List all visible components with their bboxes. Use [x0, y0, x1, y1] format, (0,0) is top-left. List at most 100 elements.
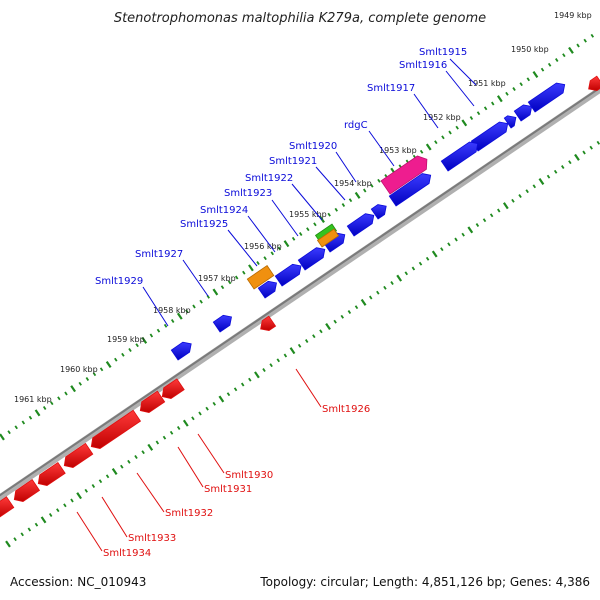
scale-tick-inner — [127, 459, 131, 464]
scale-tick-inner — [325, 322, 331, 331]
scale-tick-inner — [538, 177, 545, 186]
gene-smlt1920b[interactable] — [316, 228, 340, 248]
gene-smlt1935[interactable] — [13, 479, 41, 503]
gene-smlt1928[interactable] — [212, 314, 232, 333]
scale-tick-outer — [185, 309, 189, 314]
kbp-label-1959: 1959 kbp — [107, 335, 145, 344]
scale-tick-outer — [419, 149, 424, 154]
gene-label-smlt1921[interactable]: Smlt1921 — [269, 156, 317, 167]
scale-tick-outer — [99, 367, 104, 372]
gene-smlt1927[interactable] — [257, 280, 277, 299]
gene-label-smlt1920[interactable]: Smlt1920 — [289, 141, 337, 152]
gene-label-smlt1926[interactable]: Smlt1926 — [322, 404, 370, 415]
leader-smlt1916 — [445, 70, 475, 107]
scale-tick-inner — [70, 498, 74, 503]
scale-tick-inner — [589, 145, 593, 150]
scale-tick-inner — [56, 508, 60, 513]
gene-label-smlt1930[interactable]: Smlt1930 — [225, 470, 273, 481]
gene-label-smlt1924[interactable]: Smlt1924 — [200, 205, 248, 216]
gene-smlt1932[interactable] — [90, 409, 142, 450]
gene-label-smlt1922[interactable]: Smlt1922 — [245, 173, 293, 184]
accession-label: Accession: NC_010943 — [10, 575, 146, 589]
scale-tick-outer — [298, 232, 303, 236]
leader-smlt1924 — [247, 215, 276, 253]
gene-smlt1934[interactable] — [37, 461, 66, 487]
scale-tick-outer — [85, 377, 90, 381]
gene-smlt1926b[interactable] — [246, 265, 275, 290]
scale-tick-inner — [76, 492, 82, 500]
leader-smlt1931 — [177, 446, 204, 488]
scale-tick-inner — [5, 540, 11, 548]
gene-label-smlt1916[interactable]: Smlt1916 — [399, 60, 447, 71]
scale-tick-outer — [70, 385, 76, 393]
scale-tick-outer — [199, 299, 203, 304]
gene-label-smlt1929[interactable]: Smlt1929 — [95, 276, 143, 287]
leader-smlt1929 — [142, 286, 169, 327]
gene-label-smlt1915[interactable]: Smlt1915 — [419, 47, 467, 58]
scale-tick-inner — [134, 455, 138, 459]
scale-tick-inner — [347, 310, 352, 314]
scale-tick-outer — [28, 415, 33, 420]
scale-tick-outer — [313, 222, 317, 227]
scale-tick-inner — [561, 165, 565, 169]
gene-label-smlt1932[interactable]: Smlt1932 — [165, 508, 213, 519]
scale-tick-inner — [383, 285, 387, 290]
gene-label-smlt1934[interactable]: Smlt1934 — [103, 548, 151, 559]
scale-tick-inner — [240, 382, 245, 387]
gene-label-smlt1925[interactable]: Smlt1925 — [180, 219, 228, 230]
gene-smlt1918[interactable] — [380, 155, 428, 195]
scale-tick-outer — [34, 409, 41, 417]
scale-tick-inner — [312, 334, 316, 339]
gene-rdgc[interactable] — [440, 141, 479, 172]
gene-smlt1933[interactable] — [63, 442, 94, 469]
scale-tick-outer — [334, 207, 339, 212]
scale-tick-inner — [254, 371, 260, 379]
gene-label-smlt1933[interactable]: Smlt1933 — [128, 533, 176, 544]
scale-tick-inner — [198, 411, 202, 416]
gene-smlt1926[interactable] — [260, 315, 277, 332]
scale-tick-outer — [348, 198, 353, 203]
gene-smlt1931[interactable] — [139, 390, 166, 414]
genome-backbone — [0, 86, 600, 501]
scale-tick-outer — [354, 191, 361, 199]
scale-tick-outer — [327, 212, 331, 217]
scale-tick-outer — [7, 430, 11, 435]
scale-tick-outer — [455, 125, 459, 130]
scale-tick-outer — [505, 91, 509, 96]
kbp-label-1949: 1949 kbp — [554, 11, 592, 20]
gene-smlt1922[interactable] — [346, 213, 375, 237]
gene-label-rdgc[interactable]: rdgC — [344, 120, 368, 131]
scale-tick-outer — [441, 135, 445, 140]
gene-smlt1915[interactable] — [527, 82, 566, 113]
gene-smlt1936[interactable] — [0, 496, 15, 518]
scale-tick-outer — [532, 70, 539, 79]
leader-smlt1922 — [291, 183, 323, 221]
gene-label-smlt1923[interactable]: Smlt1923 — [224, 188, 272, 199]
scale-tick-outer — [128, 348, 132, 352]
gene-smlt1916[interactable] — [513, 104, 533, 122]
scale-tick-inner — [596, 140, 600, 145]
gene-smlt1929[interactable] — [170, 341, 192, 361]
scale-tick-inner — [289, 347, 296, 355]
gene-smlt1921[interactable] — [370, 204, 387, 220]
scale-tick-outer — [483, 106, 488, 111]
scale-tick-inner — [568, 160, 572, 165]
gene-label-smlt1917[interactable]: Smlt1917 — [367, 83, 415, 94]
gene-smlt1925[interactable] — [274, 263, 302, 287]
scale-tick-outer — [135, 343, 139, 348]
kbp-label-1958: 1958 kbp — [153, 306, 191, 315]
gene-smlt1917-part[interactable] — [503, 115, 517, 129]
gene-label-smlt1927[interactable]: Smlt1927 — [135, 249, 183, 260]
inner-scale-ticks — [5, 140, 600, 548]
gene-smlt1920[interactable] — [388, 173, 432, 207]
scale-tick-outer — [512, 87, 516, 91]
scale-tick-inner — [518, 194, 522, 198]
gene-smlt1914[interactable] — [588, 75, 600, 92]
gene-smlt1930[interactable] — [161, 378, 185, 400]
gene-label-smlt1931[interactable]: Smlt1931 — [204, 484, 252, 495]
scale-tick-inner — [262, 368, 266, 372]
gene-smlt1924[interactable] — [297, 247, 326, 271]
scale-tick-outer — [306, 227, 310, 232]
scale-tick-inner — [40, 516, 47, 524]
